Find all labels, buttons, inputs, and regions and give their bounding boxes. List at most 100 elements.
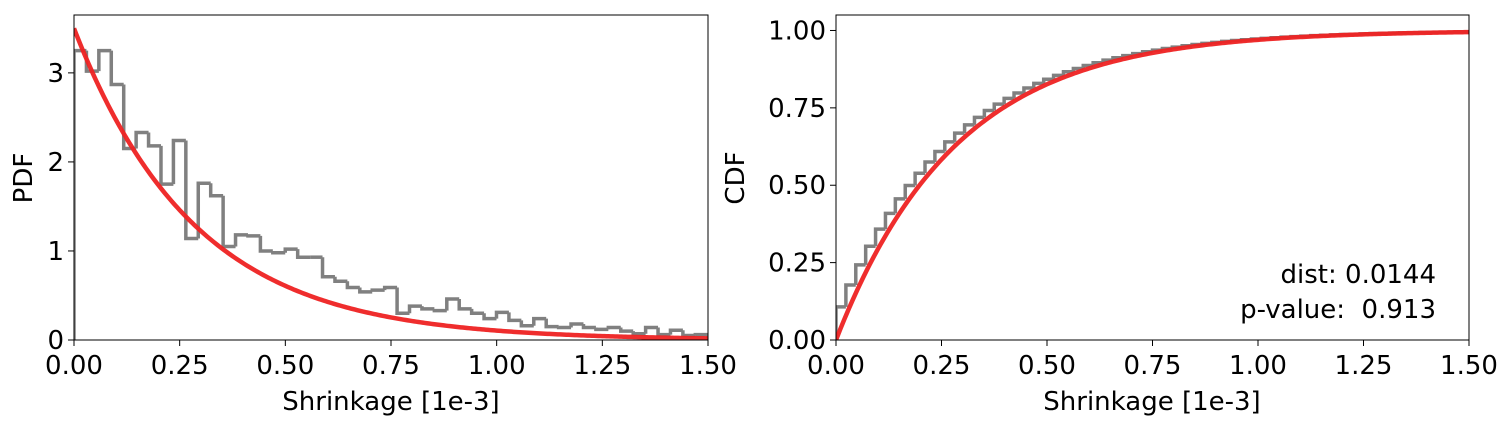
pdf-marks: [74, 27, 757, 340]
cdf-y-tick-label: 0.75: [768, 94, 826, 124]
pdf-histogram-bin: [494, 310, 509, 319]
pdf-y-tick-label: 0: [47, 326, 64, 356]
cdf-empirical-step: [1061, 70, 1074, 76]
pdf-x-axis-label: Shrinkage [1e-3]: [282, 387, 499, 417]
pdf-histogram-bin: [606, 325, 621, 330]
cdf-empirical-step: [923, 160, 935, 174]
pdf-histogram-bin: [370, 288, 385, 292]
pdf-histogram-bin: [432, 308, 447, 313]
pdf-histogram-bin: [745, 336, 757, 337]
cdf-y-axis-ticks: 0.00 0.25 0.50 0.75 1.00: [768, 16, 836, 356]
pdf-histogram-bin: [320, 257, 335, 279]
cdf-fit-line: [836, 29, 1469, 340]
cdf-empirical-step: [844, 283, 856, 307]
cdf-y-tick-label: 0.00: [768, 326, 826, 356]
pdf-histogram-bin: [221, 195, 236, 249]
pdf-histogram-bin: [358, 287, 373, 294]
cdf-empirical-step: [1081, 63, 1094, 69]
pdf-histogram-bin: [171, 138, 186, 185]
pdf-histogram-bin: [208, 183, 224, 198]
pdf-histogram-bin: [532, 316, 547, 326]
cdf-empirical-step: [992, 102, 1005, 111]
cdf-empirical-step: [952, 131, 965, 142]
cdf-x-tick-label: 1.00: [1229, 351, 1287, 381]
cdf-x-tick-label: 1.25: [1335, 351, 1393, 381]
pdf-histogram-bin: [109, 50, 124, 87]
cdf-empirical-step: [854, 263, 866, 286]
cdf-empirical-step: [1071, 66, 1084, 72]
cdf-empirical-step: [982, 108, 995, 118]
pdf-histogram-bin: [544, 318, 559, 329]
pdf-histogram-bin: [246, 234, 261, 238]
cdf-empirical-step: [1002, 96, 1015, 105]
pdf-histogram-bin: [705, 334, 708, 339]
pdf-x-axis-ticks: 0.00 0.25 0.50 0.75 1.00 1.25 1.50: [45, 340, 737, 381]
cdf-empirical-step: [873, 227, 886, 247]
cdf-x-tick-label: 1.50: [1440, 351, 1498, 381]
cdf-y-tick-label: 0.25: [768, 249, 826, 279]
cdf-x-axis-label: Shrinkage [1e-3]: [1043, 387, 1260, 417]
pdf-histogram-bin: [184, 140, 199, 241]
pdf-x-tick-label: 0.25: [151, 351, 209, 381]
pdf-y-axis-ticks: 0 1 2 3: [47, 59, 74, 356]
pdf-histogram-bin: [631, 331, 646, 336]
pdf-y-axis-label: PDF: [9, 153, 39, 204]
cdf-empirical-step: [933, 149, 945, 162]
pdf-x-tick-label: 0.75: [362, 351, 420, 381]
cdf-y-tick-label: 0.50: [768, 171, 826, 201]
pdf-histogram-bin: [97, 48, 112, 72]
pdf-histogram-bin: [507, 312, 522, 323]
pdf-histogram-bin: [395, 287, 410, 316]
pdf-histogram-bin: [420, 306, 435, 311]
cdf-y-tick-label: 1.00: [768, 16, 826, 46]
pdf-histogram-bin: [656, 327, 671, 337]
cdf-x-tick-label: 0.50: [1018, 351, 1076, 381]
pdf-histogram-bin: [681, 330, 696, 338]
cdf-empirical-step: [863, 244, 876, 265]
pdf-histogram-bin: [146, 132, 161, 148]
pdf-histogram-bin: [283, 247, 298, 253]
pdf-histogram-bin: [668, 328, 683, 335]
cdf-empirical-step: [1091, 60, 1104, 66]
cdf-x-tick-label: 0.25: [913, 351, 971, 381]
cdf-empirical-step: [1051, 73, 1064, 80]
cdf-empirical-step: [1041, 77, 1054, 84]
cdf-empirical-step: [1012, 91, 1024, 99]
pdf-histogram-bin: [382, 285, 398, 291]
cdf-chart: 0.00 0.25 0.50 0.75 1.00 1.25 1.50 0.00 0.25 0.5…: [721, 14, 1498, 417]
cdf-empirical-step: [972, 115, 985, 125]
p-value-annotation: p-value: 0.913: [1240, 295, 1436, 325]
pdf-histogram-bin: [519, 320, 534, 328]
cdf-empirical-step: [903, 183, 916, 199]
pdf-histogram-bin: [469, 308, 485, 316]
pdf-histogram-bin: [196, 181, 211, 239]
pdf-histogram-bin: [569, 322, 584, 328]
ks-distance-annotation: dist: 0.0144: [1281, 260, 1436, 290]
pdf-x-tick-label: 0.50: [256, 351, 314, 381]
pdf-histogram-bin: [445, 297, 460, 311]
pdf-histogram-bin: [233, 233, 248, 247]
pdf-histogram-bin: [581, 323, 596, 330]
pdf-histogram-bin: [134, 130, 149, 149]
cdf-x-tick-label: 0.75: [1124, 351, 1182, 381]
pdf-histogram-bin: [333, 276, 348, 283]
pdf-x-tick-label: 0.00: [45, 351, 103, 381]
pdf-histogram-bin: [407, 304, 422, 314]
pdf-histogram-bin: [693, 332, 708, 337]
pdf-x-tick-label: 1.25: [573, 351, 631, 381]
cdf-empirical-step: [1022, 86, 1034, 93]
cdf-y-axis-label: CDF: [721, 151, 751, 204]
pdf-histogram-bin: [556, 325, 572, 330]
pdf-histogram-bin: [457, 299, 472, 311]
pdf-chart: 0.00 0.25 0.50 0.75 1.00 1.25 1.50 0 1 2 3 Shrink…: [9, 14, 757, 417]
pdf-histogram-bin: [345, 281, 360, 290]
cdf-marks: [836, 29, 1469, 340]
cdf-x-axis-ticks: 0.00 0.25 0.50 0.75 1.00 1.25 1.50: [807, 340, 1498, 381]
cdf-empirical-step: [836, 305, 846, 340]
pdf-x-tick-label: 1.50: [679, 351, 737, 381]
cdf-plot-area: [836, 15, 1469, 340]
cdf-empirical-step: [883, 211, 896, 230]
cdf-empirical-step: [1101, 58, 1113, 63]
cdf-empirical-step: [1032, 81, 1044, 88]
pdf-histogram-bin: [733, 336, 745, 337]
